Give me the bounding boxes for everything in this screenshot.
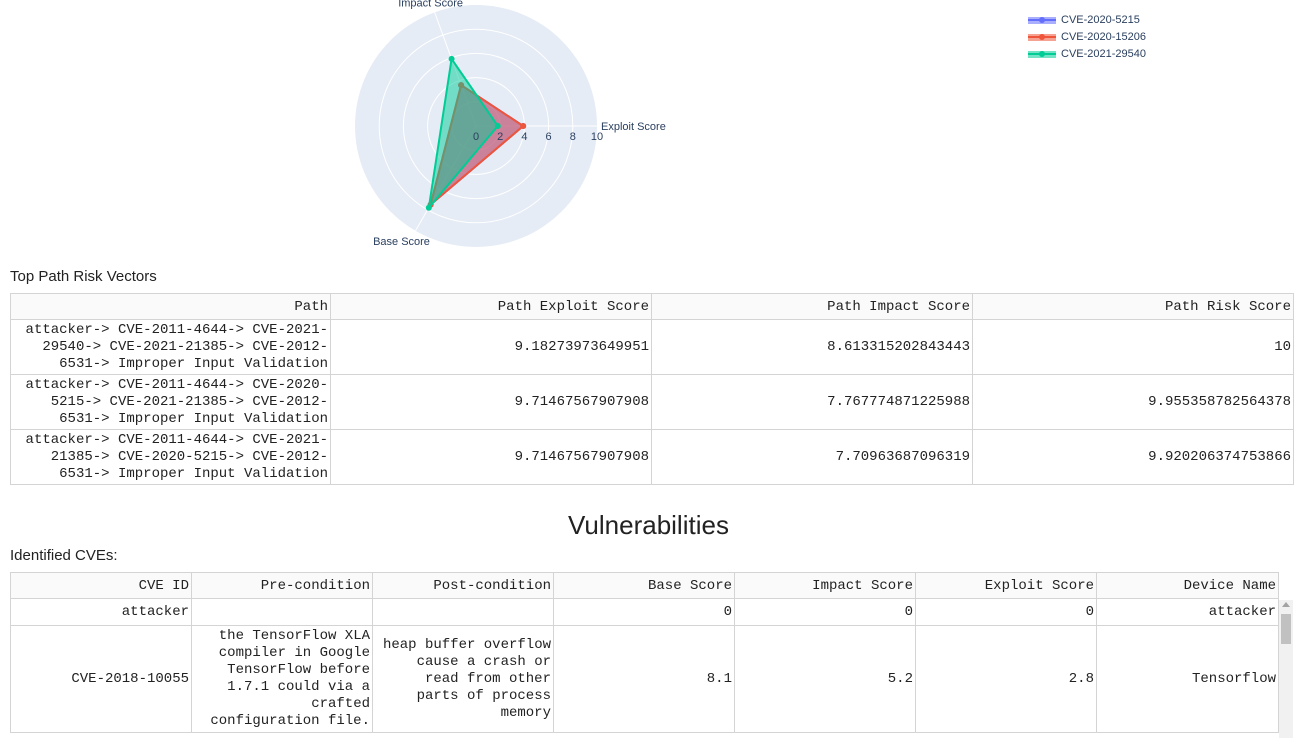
- base-score-cell: 8.1: [553, 625, 735, 733]
- radial-tick-label: 4: [521, 131, 527, 143]
- radial-tick-label: 2: [497, 131, 503, 143]
- legend-label: CVE-2020-5215: [1061, 13, 1140, 26]
- impact-score-cell: 5.2: [734, 625, 916, 733]
- legend-item[interactable]: CVE-2020-15206: [1028, 28, 1146, 45]
- column-header-base-score[interactable]: Base Score: [553, 572, 735, 599]
- column-header-post-condition[interactable]: Post-condition: [372, 572, 554, 599]
- path-risk-score-cell: 9.955358782564378: [972, 374, 1294, 430]
- path-exploit-score-cell: 9.71467567907908: [330, 429, 652, 485]
- exploit-score-cell: 0: [915, 598, 1097, 626]
- cve-id-cell: attacker: [10, 598, 192, 626]
- radial-tick-label: 8: [570, 131, 576, 143]
- path-risk-score-cell: 10: [972, 319, 1294, 375]
- table-row: attacker-> CVE-2011-4644-> CVE-2021-2138…: [10, 429, 1294, 485]
- column-header-path-exploit-score[interactable]: Path Exploit Score: [330, 293, 652, 320]
- path-cell: attacker-> CVE-2011-4644-> CVE-2020-5215…: [10, 374, 331, 430]
- chart-legend: CVE-2020-5215 CVE-2020-15206 CVE-2021-2954…: [1028, 11, 1146, 62]
- base-score-cell: 0: [553, 598, 735, 626]
- top-path-title: Top Path Risk Vectors: [10, 268, 157, 285]
- path-risk-score-cell: 9.920206374753866: [972, 429, 1294, 485]
- legend-label: CVE-2021-29540: [1061, 47, 1147, 60]
- column-header-path-impact-score[interactable]: Path Impact Score: [651, 293, 973, 320]
- path-risk-table: Path Path Exploit Score Path Impact Scor…: [10, 293, 1294, 485]
- data-point: [520, 123, 527, 129]
- table-row: CVE-2018-10055 the TensorFlow XLA compil…: [10, 625, 1279, 733]
- pre-condition-cell: [191, 598, 373, 626]
- impact-score-cell: 0: [734, 598, 916, 626]
- column-header-pre-condition[interactable]: Pre-condition: [191, 572, 373, 599]
- legend-swatch: [1028, 49, 1056, 59]
- cve-id-cell: CVE-2018-10055: [10, 625, 192, 733]
- post-condition-cell: heap buffer overflow cause a crash or re…: [372, 625, 554, 733]
- path-impact-score-cell: 7.70963687096319: [651, 429, 973, 485]
- pre-condition-cell: the TensorFlow XLA compiler in Google Te…: [191, 625, 373, 733]
- device-name-cell: Tensorflow: [1096, 625, 1279, 733]
- cve-table-container: CVE ID Pre-condition Post-condition Base…: [10, 572, 1293, 738]
- table-scrollbar[interactable]: [1279, 600, 1293, 738]
- column-header-exploit-score[interactable]: Exploit Score: [915, 572, 1097, 599]
- path-table-header-row: Path Path Exploit Score Path Impact Scor…: [10, 293, 1294, 320]
- table-row: attacker-> CVE-2011-4644-> CVE-2021-2954…: [10, 319, 1294, 375]
- column-header-cve-id[interactable]: CVE ID: [10, 572, 192, 599]
- radial-tick-label: 6: [546, 131, 552, 143]
- path-exploit-score-cell: 9.18273973649951: [330, 319, 652, 375]
- data-point: [448, 55, 455, 62]
- path-cell: attacker-> CVE-2011-4644-> CVE-2021-2138…: [10, 429, 331, 485]
- axis-label: Impact Score: [398, 0, 463, 9]
- exploit-score-cell: 2.8: [915, 625, 1097, 733]
- scroll-up-arrow-icon[interactable]: [1282, 602, 1290, 607]
- data-point: [494, 123, 501, 129]
- scrollbar-thumb[interactable]: [1281, 614, 1291, 644]
- vulnerabilities-heading: Vulnerabilities: [568, 510, 729, 540]
- path-impact-score-cell: 7.767774871225988: [651, 374, 973, 430]
- table-row: attacker-> CVE-2011-4644-> CVE-2020-5215…: [10, 374, 1294, 430]
- identified-cves-title: Identified CVEs:: [10, 547, 118, 564]
- radar-chart: 0 2 4 6 8 10 Exploit Score Impact Score Base Sco…: [0, 0, 1297, 262]
- legend-item[interactable]: CVE-2020-5215: [1028, 11, 1146, 28]
- legend-item[interactable]: CVE-2021-29540: [1028, 45, 1146, 62]
- path-cell: attacker-> CVE-2011-4644-> CVE-2021-2954…: [10, 319, 331, 375]
- post-condition-cell: [372, 598, 554, 626]
- radial-tick-label: 10: [591, 131, 603, 143]
- table-row: attacker 0 0 0 attacker: [10, 598, 1279, 626]
- radial-tick-label: 0: [473, 131, 479, 143]
- cve-table-header-row: CVE ID Pre-condition Post-condition Base…: [10, 572, 1279, 599]
- legend-swatch: [1028, 32, 1056, 42]
- device-name-cell: attacker: [1096, 598, 1279, 626]
- legend-swatch: [1028, 15, 1056, 25]
- axis-label: Exploit Score: [601, 121, 666, 133]
- path-exploit-score-cell: 9.71467567907908: [330, 374, 652, 430]
- cve-table: CVE ID Pre-condition Post-condition Base…: [10, 572, 1279, 733]
- column-header-impact-score[interactable]: Impact Score: [734, 572, 916, 599]
- column-header-path-risk-score[interactable]: Path Risk Score: [972, 293, 1294, 320]
- axis-label: Base Score: [373, 236, 430, 248]
- column-header-path[interactable]: Path: [10, 293, 331, 320]
- column-header-device-name[interactable]: Device Name: [1096, 572, 1279, 599]
- path-impact-score-cell: 8.613315202843443: [651, 319, 973, 375]
- series-area-cve-2021-29540: [427, 56, 500, 212]
- legend-label: CVE-2020-15206: [1061, 30, 1147, 43]
- data-point: [425, 204, 432, 211]
